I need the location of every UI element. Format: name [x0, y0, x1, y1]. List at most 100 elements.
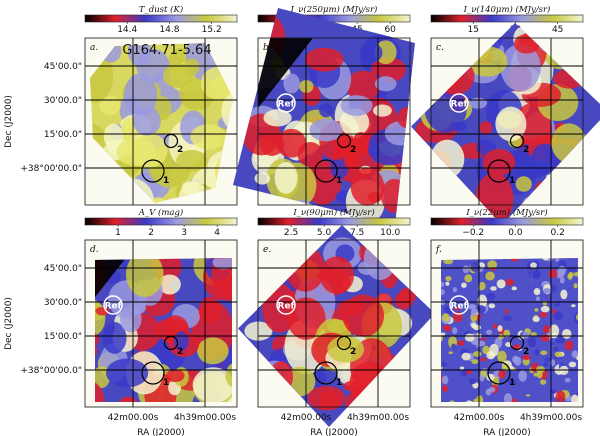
panel-a: T_dust (K)14.4 14.8 15.2 a. 1 2 45'00.0" 30'00.…: [4, 0, 238, 206]
colorbar-tick: 45: [552, 25, 563, 35]
ref-circle: [449, 295, 469, 315]
ref-label: Ref: [105, 302, 122, 312]
ra-tick-label: 42m00.00s: [454, 413, 505, 423]
dec-tick-label: +38°00'00.0": [20, 366, 82, 376]
source-circle: [314, 159, 338, 183]
source-circle: [314, 361, 338, 385]
colorbar-tick: 60: [384, 25, 396, 35]
panel-frame: [430, 37, 584, 206]
ref-circle: [276, 93, 296, 113]
colorbar-label: A_V (mag): [138, 207, 183, 218]
colorbar: [84, 217, 238, 226]
dec-tick-label: +38°00'00.0": [20, 164, 82, 174]
panel-letter: f.: [435, 245, 442, 255]
source-label: 1: [509, 176, 515, 186]
panel-frame: [84, 239, 238, 408]
ra-tick-label: 4h39m00.00s: [347, 413, 409, 423]
ref-circle: [276, 295, 296, 315]
dec-tick-label: +37°45'00.0": [20, 0, 82, 3]
panel-frame: [430, 239, 584, 408]
source-circle: [487, 159, 511, 183]
y-axis-label: Dec (J2000): [4, 95, 14, 148]
source-label: 1: [163, 378, 169, 388]
source-label: 1: [336, 378, 342, 388]
source-circle: [141, 361, 165, 385]
colorbar: [430, 14, 584, 23]
panel-letter: a.: [90, 43, 98, 53]
panel-letter: b.: [263, 43, 272, 53]
dec-tick-label: +37°45'00.0": [20, 0, 82, 3]
colorbar-tick: −0.2: [462, 228, 484, 238]
panel-frame: [257, 239, 411, 408]
dec-tick-label: 45'00.0": [44, 62, 82, 72]
source-circle: [141, 159, 165, 183]
colorbar-tick: 5.0: [317, 228, 332, 238]
colorbar-tick: 10.0: [380, 228, 400, 238]
ra-tick-label: 42m00.00s: [108, 413, 159, 423]
panel-frame: [257, 37, 411, 206]
source-circle: [509, 335, 525, 351]
x-axis-label: RA (J2000): [137, 428, 185, 436]
dec-tick-label: 45'00.0": [44, 264, 82, 274]
source-circle: [336, 335, 352, 351]
source-circle: [336, 133, 352, 149]
dec-tick-label: 30'00.0": [44, 96, 82, 106]
source-label: 2: [523, 145, 529, 155]
ref-label: Ref: [278, 302, 295, 312]
source-circle: [163, 335, 179, 351]
colorbar: [430, 217, 584, 226]
dec-tick-label: 15'00.0": [44, 332, 82, 342]
ref-label: Ref: [278, 100, 295, 110]
ra-tick-label: 4h39m00.00s: [520, 413, 582, 423]
ra-tick-label: 42m00.00s: [281, 413, 332, 423]
colorbar-tick: 2: [148, 228, 154, 238]
ref-circle: [449, 93, 469, 113]
panel-e: I_ν(90μm) (MJy/sr) 2.5 5.0 7.5 10.0 e. 1 2 Ref 42…: [238, 207, 435, 436]
panel-f: I_ν(22μm) (MJy/sr) −0.2 0.0 0.2 f. 1 2 Ref 42m00…: [430, 207, 584, 436]
colorbar-tick: 7.5: [350, 228, 364, 238]
colorbar-tick: 15.2: [202, 25, 222, 35]
x-axis-label: RA (J2000): [310, 428, 358, 436]
x-axis-label: RA (J2000): [483, 428, 531, 436]
panel-letter: c.: [436, 43, 444, 53]
source-label: 2: [177, 347, 183, 357]
source-circle: [509, 133, 525, 149]
colorbar-tick: 15: [467, 25, 478, 35]
map-image: [95, 258, 232, 402]
source-label: 1: [336, 176, 342, 186]
ref-label: Ref: [451, 302, 468, 312]
panel-frame: [84, 37, 238, 206]
colorbar-label: T_dust (K): [139, 4, 183, 15]
colorbar-tick: 14.4: [117, 25, 137, 35]
colorbar-label: I_ν(22μm) (MJy/sr): [465, 207, 547, 218]
colorbar-tick: 4: [214, 228, 220, 238]
colorbar-tick: 2.5: [284, 228, 298, 238]
source-circle: [487, 361, 511, 385]
y-axis-label: Dec (J2000): [4, 297, 14, 350]
colorbar-tick: 3: [181, 228, 187, 238]
source-label: 2: [177, 145, 183, 155]
colorbar-label: I_ν(90μm) (MJy/sr): [292, 207, 374, 218]
dec-tick-label: 15'00.0": [44, 130, 82, 140]
colorbar-tick: 1: [115, 228, 121, 238]
source-label: 1: [163, 176, 169, 186]
colorbar-tick: 0.0: [508, 228, 523, 238]
colorbar: [84, 14, 238, 23]
map-image: [441, 258, 578, 402]
ref-circle: [103, 295, 123, 315]
source-label: 1: [509, 378, 515, 388]
colorbar-label: I_ν(140μm) (MJy/sr): [463, 4, 551, 15]
colorbar: [257, 217, 411, 226]
colorbar-tick: 14.8: [159, 25, 179, 35]
colorbar: [257, 14, 411, 23]
ref-label: Ref: [451, 100, 468, 110]
source-circle: [163, 133, 179, 149]
source-label: 2: [523, 347, 529, 357]
colorbar-label: I_ν(250μm) (MJy/sr): [290, 4, 378, 15]
panel-letter: e.: [263, 245, 271, 255]
panel-letter: d.: [90, 245, 99, 255]
field-title: G164.71-5.64: [122, 43, 211, 58]
